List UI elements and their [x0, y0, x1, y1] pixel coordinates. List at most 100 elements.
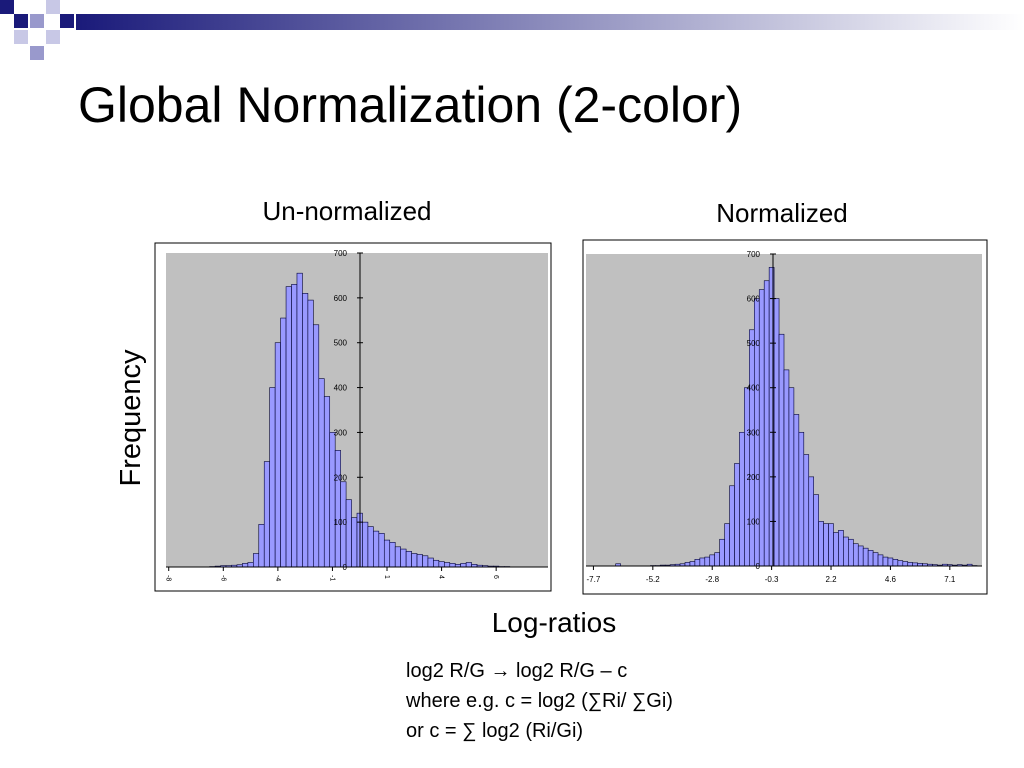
bar: [734, 463, 740, 567]
bar: [345, 499, 352, 568]
note-line: log2 R/G → log2 R/G – c: [406, 660, 627, 682]
slide-title: Global Normalization (2-color): [78, 77, 742, 133]
bar: [318, 378, 325, 568]
y-tick-label: 500: [747, 339, 761, 348]
x-tick-label: -1: [328, 575, 335, 581]
x-tick-label: -8: [165, 575, 172, 581]
bar: [709, 554, 715, 567]
bar: [729, 485, 735, 567]
bar: [808, 476, 814, 567]
bar: [258, 524, 265, 568]
bar: [739, 431, 745, 567]
bar: [872, 552, 879, 567]
bar: [877, 554, 884, 567]
bar: [684, 562, 691, 567]
x-tick-label: -0.3: [765, 575, 779, 584]
bar: [788, 387, 795, 567]
bar: [892, 559, 899, 567]
bar: [362, 521, 369, 568]
x-tick-label: 4: [438, 575, 445, 579]
y-tick-label: 600: [334, 294, 348, 303]
x-tick-label: 1: [383, 575, 390, 579]
bar: [749, 329, 755, 567]
y-tick-label: 400: [747, 384, 761, 393]
bar: [394, 546, 401, 568]
y-tick-label: 600: [747, 295, 761, 304]
bar: [296, 272, 303, 568]
bar: [887, 557, 894, 567]
bar: [793, 414, 800, 567]
bar: [902, 561, 909, 567]
bar: [351, 517, 358, 568]
bar: [427, 557, 434, 568]
chart-title: Un-normalized: [262, 196, 431, 226]
bar: [798, 431, 805, 567]
bar: [823, 523, 829, 567]
bar: [833, 532, 839, 567]
header-bar: [76, 14, 1024, 30]
bar: [247, 562, 254, 568]
bar: [253, 553, 260, 568]
bar: [438, 561, 445, 568]
bar: [763, 280, 770, 567]
bar: [857, 545, 864, 567]
chart-title: Normalized: [716, 198, 848, 228]
bar: [465, 562, 472, 568]
bar: [867, 550, 874, 567]
bar: [367, 526, 374, 568]
bar: [818, 521, 824, 567]
y-axis-label: Frequency: [115, 349, 147, 487]
y-tick-label: 700: [747, 250, 761, 259]
bar: [838, 530, 844, 567]
bar: [433, 559, 440, 568]
bar: [689, 561, 696, 567]
bar: [329, 432, 336, 568]
y-tick-label: 200: [334, 473, 348, 482]
bar: [334, 450, 341, 568]
bar: [285, 286, 292, 568]
x-tick-label: -4: [274, 575, 281, 581]
bar: [778, 333, 785, 567]
y-tick-label: 700: [334, 249, 348, 258]
bar: [862, 547, 869, 567]
bar: [460, 563, 467, 568]
x-tick-label: 7.1: [944, 575, 956, 584]
bar: [422, 555, 429, 568]
y-tick-label: 300: [747, 428, 761, 437]
bar: [373, 530, 380, 568]
bar: [269, 387, 276, 568]
bar: [242, 563, 249, 568]
bar: [694, 559, 701, 567]
x-tick-label: -2.8: [705, 575, 719, 584]
x-tick-label: -6: [219, 575, 226, 581]
bar: [274, 342, 281, 568]
x-tick-label: 4.6: [885, 575, 897, 584]
y-tick-label: 400: [334, 384, 348, 393]
bar: [803, 454, 810, 567]
bar: [307, 299, 314, 568]
bar: [852, 543, 859, 567]
bar: [400, 548, 407, 568]
corner-decoration: [0, 0, 74, 60]
bar: [444, 562, 451, 568]
note-line: where e.g. c = log2 (∑Ri/ ∑Gi): [405, 690, 673, 712]
y-tick-label: 200: [747, 473, 761, 482]
bar: [323, 396, 331, 568]
bar: [411, 553, 418, 568]
bar: [405, 550, 412, 568]
y-tick-label: 0: [343, 563, 348, 572]
bar: [449, 563, 456, 568]
y-tick-label: 100: [334, 518, 348, 527]
bar: [828, 523, 834, 567]
bar: [724, 523, 730, 567]
bar: [848, 538, 854, 567]
y-tick-label: 500: [334, 339, 348, 348]
note-line: or c = ∑ log2 (Ri/Gi): [406, 720, 583, 742]
bar: [302, 293, 309, 568]
bar: [280, 317, 287, 568]
bar: [416, 554, 423, 568]
bar: [719, 538, 725, 567]
bar: [378, 533, 385, 568]
bar: [704, 556, 711, 567]
